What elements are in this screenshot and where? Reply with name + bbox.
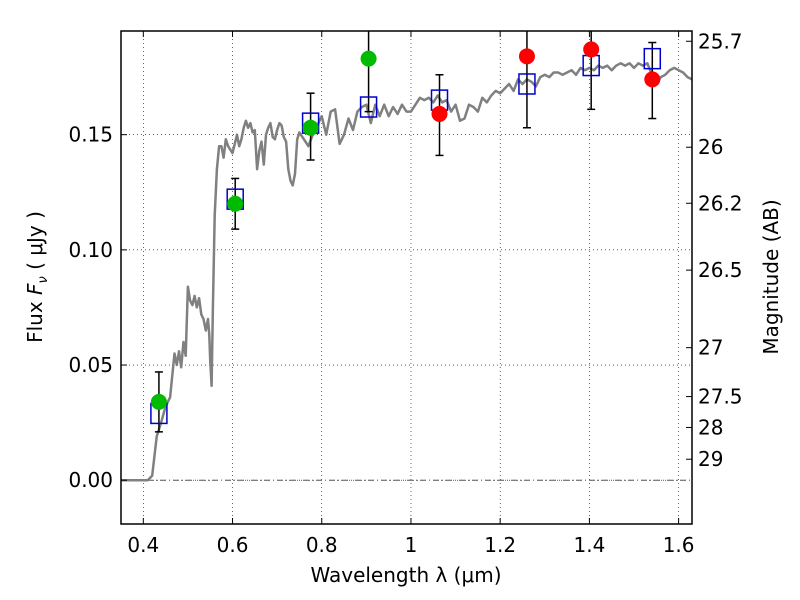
mag-tick-label: 26 (698, 135, 723, 159)
x-tick-label: 1.2 (484, 533, 516, 557)
x-tick-label: 0.6 (217, 533, 249, 557)
observed-flux-point-green (302, 119, 319, 136)
template-spectrum-line (121, 62, 693, 482)
x-tick-label: 0.4 (127, 533, 159, 557)
plot-frame (120, 30, 693, 525)
observed-flux-point-red (431, 105, 448, 122)
observed-flux-point-green (227, 195, 244, 212)
x-tick-label: 1 (405, 533, 418, 557)
x-axis-label: Wavelength λ (μm) (310, 563, 501, 587)
mag-tick-label: 25.7 (698, 29, 743, 53)
error-bar (522, 31, 531, 129)
spectrum-layer (121, 62, 693, 482)
model-flux-square (359, 96, 378, 118)
mag-tick-label: 27.5 (698, 385, 743, 409)
error-bar (364, 31, 373, 113)
observed-flux-point-green (360, 50, 377, 67)
mag-tick-label: 29 (698, 447, 723, 471)
y-tick-label: 0.15 (68, 123, 113, 147)
y-axis-label: Flux Fν ( μJy ) (23, 211, 51, 343)
mag-tick-label: 26.2 (698, 191, 743, 215)
y-tick-label: 0.05 (68, 353, 113, 377)
x-tick-label: 1.4 (573, 533, 605, 557)
model-square-layer (150, 47, 662, 425)
mag-tick-label: 27 (698, 336, 723, 360)
observed-flux-point-red (583, 41, 600, 58)
tick-layer: 0.4 0.6 0.8 1 1.2 1.4 1.6 0.00 0.05 0.10 0.15 25.7 2… (68, 29, 742, 557)
y-tick-label: 0.00 (68, 468, 113, 492)
x-tick-label: 1.6 (663, 533, 695, 557)
model-flux-square (643, 47, 662, 70)
mag-tick-label: 26.5 (698, 258, 743, 282)
y2-axis-label: Magnitude (AB) (759, 199, 783, 354)
model-flux-square (518, 73, 536, 95)
mag-tick-label: 28 (698, 415, 723, 439)
errorbar-layer (154, 31, 657, 433)
observed-flux-point-red (518, 48, 535, 65)
y-tick-label: 0.10 (68, 238, 113, 262)
grid-lines (121, 31, 692, 524)
x-tick-label: 0.8 (306, 533, 338, 557)
observed-flux-point-red (644, 71, 661, 88)
photometry-point-layer (150, 41, 661, 410)
observed-flux-point-green (150, 393, 167, 410)
